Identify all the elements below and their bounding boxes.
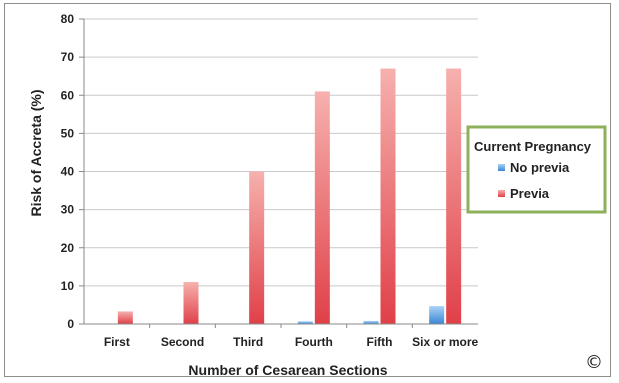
- legend-swatch-previa: [498, 190, 505, 197]
- bar-no-previa: [363, 320, 379, 324]
- legend-label-no-previa: No previa: [510, 160, 570, 175]
- tick-labels: 0 10 20 30 40 50 60 70 80 First Second Third Fourth F…: [61, 12, 479, 349]
- copyright-icon: ©: [585, 352, 603, 373]
- y-tick-label: 80: [61, 12, 75, 26]
- x-tick-label: Second: [161, 335, 204, 349]
- legend-swatch-no-previa: [498, 164, 505, 171]
- bar-no-previa: [429, 306, 445, 324]
- legend-box: [466, 125, 607, 214]
- bar-previa: [446, 68, 462, 324]
- bar-previa: [380, 68, 396, 324]
- y-tick-label: 50: [61, 126, 75, 140]
- bar-no-previa: [297, 321, 313, 324]
- y-tick-label: 70: [61, 50, 75, 64]
- x-tick-label: Fourth: [295, 335, 333, 349]
- y-tick-label: 20: [61, 241, 75, 255]
- x-tick-label: Six or more: [412, 335, 478, 349]
- y-axis-title: Risk of Accreta (%): [28, 89, 44, 216]
- x-tick-label: First: [104, 335, 130, 349]
- x-tick-label: Third: [233, 335, 263, 349]
- axes: [79, 18, 478, 328]
- grid-lines: [84, 18, 478, 287]
- y-tick-label: 0: [67, 317, 74, 331]
- y-tick-label: 30: [61, 203, 75, 217]
- legend-title: Current Pregnancy: [474, 139, 592, 154]
- y-tick-label: 40: [61, 165, 75, 179]
- x-tick-label: Fifth: [367, 335, 393, 349]
- legend-label-previa: Previa: [510, 186, 550, 201]
- bar-previa: [249, 171, 265, 324]
- y-tick-label: 60: [61, 88, 75, 102]
- x-axis-title: Number of Cesarean Sections: [188, 362, 387, 378]
- bar-previa: [314, 91, 330, 324]
- bars: [117, 68, 462, 324]
- y-tick-label: 10: [61, 279, 75, 293]
- legend: Current Pregnancy No previa Previa: [466, 125, 607, 214]
- bar-previa: [117, 311, 133, 324]
- bar-previa: [183, 282, 199, 324]
